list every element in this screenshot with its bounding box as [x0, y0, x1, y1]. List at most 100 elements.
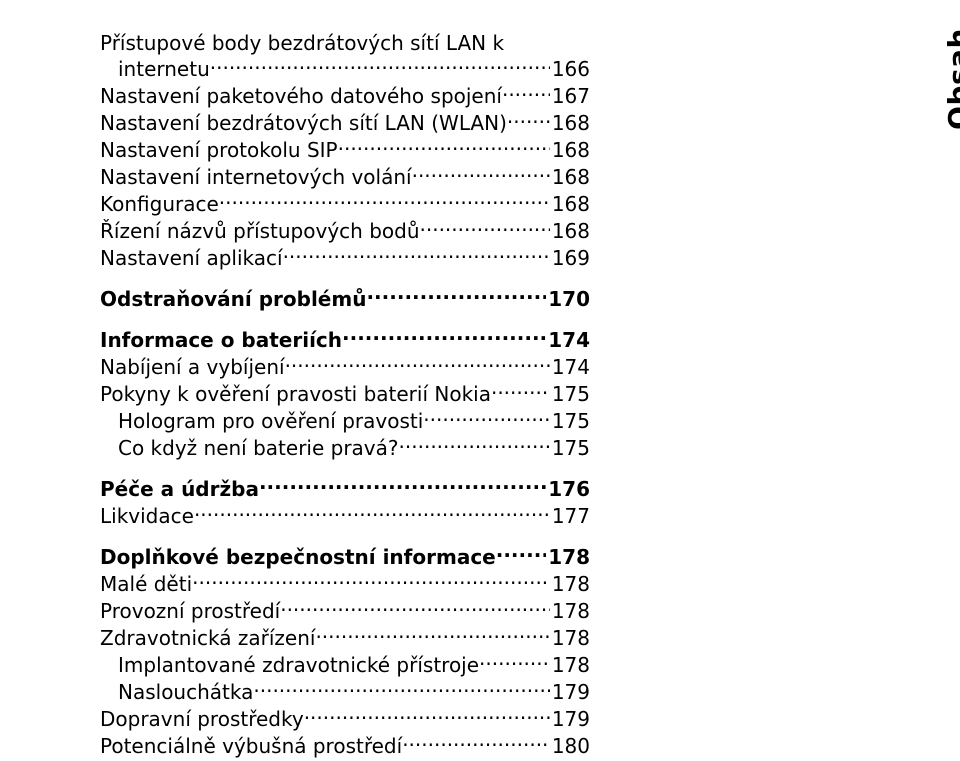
toc-label: Provozní prostředí — [100, 598, 280, 625]
toc-page-number: 177 — [550, 503, 590, 530]
toc-leader — [496, 548, 547, 564]
toc-page-number: 170 — [546, 286, 590, 313]
toc-leader — [420, 222, 550, 238]
toc-page-number: 168 — [550, 218, 590, 245]
toc-page-number: 175 — [550, 408, 590, 435]
toc-page-number: 169 — [550, 245, 590, 272]
toc-entry: Likvidace 177 — [100, 503, 590, 530]
toc-label: Dopravní prostředky — [100, 706, 304, 733]
toc-page-number: 178 — [546, 544, 590, 571]
toc-leader — [399, 439, 550, 455]
toc-leader — [402, 737, 550, 753]
toc-label: Odstraňování problémů — [100, 286, 366, 313]
toc-entry: Odstraňování problémů 170 — [100, 286, 590, 313]
toc-leader — [304, 710, 550, 726]
toc-entry: Potenciálně výbušná prostředí 180 — [100, 733, 590, 760]
toc-page-number: 167 — [550, 83, 590, 110]
toc-page-number: 174 — [550, 354, 590, 381]
toc-entry: Nastavení protokolu SIP 168 — [100, 137, 590, 164]
toc-label: Likvidace — [100, 503, 194, 530]
toc-entry: Dopravní prostředky 179 — [100, 706, 590, 733]
toc-page-number: 168 — [550, 164, 590, 191]
toc-leader — [366, 290, 546, 306]
toc-page-number: 168 — [550, 137, 590, 164]
toc-gap — [100, 462, 590, 476]
toc-page-number: 176 — [546, 476, 590, 503]
toc-leader — [210, 60, 550, 76]
toc-leader — [479, 656, 550, 672]
toc-leader — [423, 412, 550, 428]
toc-entry: Provozní prostředí 178 — [100, 598, 590, 625]
toc-leader — [342, 331, 546, 347]
toc-entry: Péče a údržba 176 — [100, 476, 590, 503]
toc-label: Hologram pro ověření pravosti — [118, 408, 423, 435]
toc-label: Konfigurace — [100, 191, 219, 218]
toc-entry: Nastavení bezdrátových sítí LAN (WLAN) 16… — [100, 110, 590, 137]
toc-leader — [283, 249, 550, 265]
toc-label: Informace o bateriích — [100, 327, 342, 354]
toc-label: Nastavení internetových volání — [100, 164, 412, 191]
toc-page-number: 174 — [546, 327, 590, 354]
toc-gap — [100, 530, 590, 544]
toc-page-number: 175 — [550, 381, 590, 408]
toc-leader — [412, 168, 550, 184]
toc-page-number: 168 — [550, 191, 590, 218]
toc-page-number: 178 — [550, 625, 590, 652]
toc-leader — [507, 114, 550, 130]
toc-label: Řízení názvů přístupových bodů — [100, 218, 420, 245]
toc-label: Naslouchátka — [118, 679, 253, 706]
toc-leader — [194, 507, 550, 523]
toc-entry: Malé děti 178 — [100, 571, 590, 598]
toc-label: Nastavení aplikací — [100, 245, 283, 272]
toc-entry: Hologram pro ověření pravosti 175 — [100, 408, 590, 435]
toc-leader — [502, 87, 550, 103]
toc-label: internetu — [118, 56, 210, 83]
toc-page-number: 168 — [550, 110, 590, 137]
toc-leader — [219, 195, 550, 211]
toc-leader — [338, 141, 550, 157]
toc-leader — [253, 683, 549, 699]
toc-entry: Implantované zdravotnické přístroje178 — [100, 652, 590, 679]
toc-page-number: 166 — [550, 56, 590, 83]
toc-page-number: 178 — [550, 598, 590, 625]
toc-entry: Naslouchátka 179 — [100, 679, 590, 706]
toc-label: Doplňkové bezpečnostní informace — [100, 544, 496, 571]
toc-entry: Řízení názvů přístupových bodů 168 — [100, 218, 590, 245]
toc-entry: Informace o bateriích 174 — [100, 327, 590, 354]
toc-leader — [315, 629, 549, 645]
toc-entry-multiline: Přístupové body bezdrátových sítí LAN k — [100, 30, 590, 56]
toc-entry: Zdravotnická zařízení 178 — [100, 625, 590, 652]
toc-entry: Konfigurace 168 — [100, 191, 590, 218]
toc-page-number: 178 — [550, 571, 590, 598]
toc-label: Nastavení paketového datového spojení — [100, 83, 502, 110]
toc-entry: Nastavení internetových volání 168 — [100, 164, 590, 191]
toc-label: Péče a údržba — [100, 476, 259, 503]
toc-label: Malé děti — [100, 571, 192, 598]
toc-entry: Pokyny k ověření pravosti baterií Nokia 1… — [100, 381, 590, 408]
toc-label: Nabíjení a vybíjení — [100, 354, 285, 381]
toc-label: Pokyny k ověření pravosti baterií Nokia — [100, 381, 491, 408]
toc-leader — [280, 602, 550, 618]
toc-gap — [100, 272, 590, 286]
toc-entry: internetu 166 — [100, 56, 590, 83]
toc-leader — [285, 358, 550, 374]
toc-page-number: 175 — [550, 435, 590, 462]
toc-leader — [192, 575, 550, 591]
toc-gap — [100, 313, 590, 327]
toc-container: Přístupové body bezdrátových sítí LAN ki… — [0, 0, 630, 761]
toc-label: Zdravotnická zařízení — [100, 625, 315, 652]
toc-leader — [259, 480, 546, 496]
toc-label: Co když není baterie pravá? — [118, 435, 399, 462]
toc-label: Nastavení bezdrátových sítí LAN (WLAN) — [100, 110, 507, 137]
side-tab-label: Obsah — [942, 28, 960, 130]
toc-entry: Co když není baterie pravá? 175 — [100, 435, 590, 462]
toc-entry: Nastavení aplikací 169 — [100, 245, 590, 272]
toc-entry: Doplňkové bezpečnostní informace 178 — [100, 544, 590, 571]
toc-page-number: 180 — [550, 733, 590, 760]
toc-label: Implantované zdravotnické přístroje — [118, 652, 479, 679]
toc-page-number: 179 — [550, 679, 590, 706]
toc-entry: Nastavení paketového datového spojení 167 — [100, 83, 590, 110]
toc-label: Potenciálně výbušná prostředí — [100, 733, 402, 760]
toc-page-number: 179 — [550, 706, 590, 733]
toc-label: Nastavení protokolu SIP — [100, 137, 338, 164]
